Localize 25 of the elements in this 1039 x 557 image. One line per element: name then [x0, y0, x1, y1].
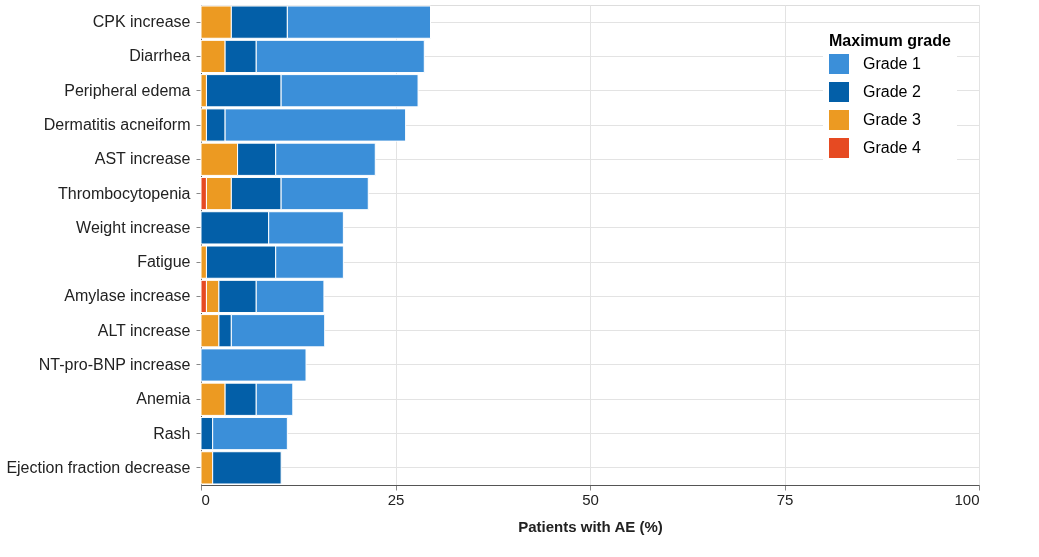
- x-tick-label: 25: [387, 490, 405, 508]
- x-tick-label: 100: [954, 490, 980, 508]
- y-tick-label: AST increase: [94, 150, 191, 168]
- y-tick-label: Dermatitis acneiform: [43, 116, 191, 133]
- y-tick-label: Rash: [153, 424, 191, 442]
- legend-label: Grade 1: [863, 55, 921, 72]
- y-tick-label: CPK increase: [92, 13, 191, 31]
- x-tick-label: 50: [582, 490, 599, 508]
- legend-label: Grade 4: [863, 139, 921, 156]
- x-axis-title: Patients with AE (%): [518, 517, 663, 535]
- y-tick-label: Anemia: [136, 390, 191, 408]
- y-tick-label: Peripheral edema: [64, 81, 191, 99]
- x-tick-label: 0: [201, 490, 210, 508]
- x-tick-label: 75: [776, 490, 794, 508]
- y-tick-label: Amylase increase: [64, 287, 191, 305]
- y-tick-label: NT-pro-BNP increase: [38, 356, 191, 373]
- y-tick-label: Diarrhea: [129, 47, 191, 65]
- legend-title: Maximum grade: [829, 32, 951, 49]
- legend-label: Grade 2: [863, 83, 921, 100]
- legend-label: Grade 3: [863, 111, 921, 128]
- y-tick-label: Thrombocytopenia: [57, 184, 191, 202]
- y-tick-label: Fatigue: [137, 253, 191, 271]
- y-tick-label: Weight increase: [76, 218, 191, 236]
- y-tick-label: ALT increase: [97, 321, 191, 339]
- y-tick-label: Ejection fraction decrease: [6, 458, 191, 476]
